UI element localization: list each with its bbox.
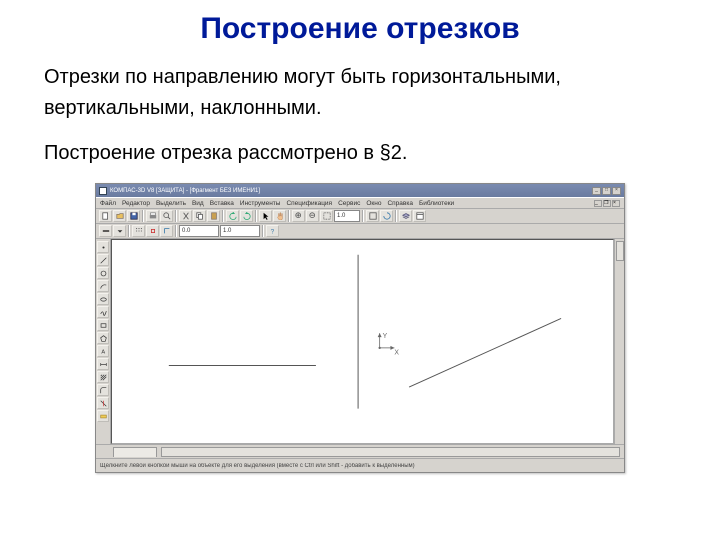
spline-tool-icon[interactable] [97,306,109,318]
copy-icon[interactable] [193,210,206,222]
line-style-icon[interactable] [99,225,112,237]
segment-diagonal [409,318,561,387]
app-icon [99,187,107,195]
doc-minimize-button[interactable]: _ [594,200,602,207]
status-text: Щелкните левой кнопкой мыши на объекте д… [100,463,415,469]
app-title: КОМПАС-3D V8 [ЗАЩИТА] - [Фрагмент БЕЗ ИМ… [110,188,260,194]
menu-tools[interactable]: Инструменты [240,200,281,207]
cut-icon[interactable] [179,210,192,222]
slide-title: Построение отрезков [44,12,676,46]
drawing-canvas[interactable]: Y X [111,239,614,444]
menu-libs[interactable]: Библиотеки [419,200,454,207]
hatch-tool-icon[interactable] [97,371,109,383]
snap-grid-icon[interactable] [132,225,145,237]
cad-app-window: КОМПАС-3D V8 [ЗАЩИТА] - [Фрагмент БЕЗ ИМ… [95,183,625,473]
menu-window[interactable]: Окно [366,200,381,207]
cursor-icon[interactable] [259,210,272,222]
vertical-scroll-thumb[interactable] [616,241,624,261]
toolbar-row-1: 1.0 [96,209,624,224]
sheet-tab[interactable] [113,447,157,457]
print-icon[interactable] [146,210,159,222]
maximize-button[interactable]: □ [602,187,611,195]
menu-view[interactable]: Вид [192,200,204,207]
fit-icon[interactable] [366,210,379,222]
help-icon[interactable]: ? [266,225,279,237]
redo-icon[interactable] [240,210,253,222]
open-file-icon[interactable] [113,210,126,222]
undo-icon[interactable] [226,210,239,222]
bottom-bar [96,444,624,458]
menu-select[interactable]: Выделить [156,200,186,207]
arc-tool-icon[interactable] [97,280,109,292]
doc-restore-button[interactable]: ❐ [603,200,611,207]
layers-icon[interactable] [399,210,412,222]
line-tool-icon[interactable] [97,254,109,266]
text-tool-icon[interactable]: A [97,345,109,357]
paragraph-1: Отрезки по направлению могут быть горизо… [44,62,676,124]
polygon-tool-icon[interactable] [97,332,109,344]
axis-x-label: X [394,350,399,357]
hand-icon[interactable] [273,210,286,222]
rect-tool-icon[interactable] [97,319,109,331]
close-button[interactable]: × [612,187,621,195]
new-file-icon[interactable] [99,210,112,222]
menu-edit[interactable]: Редактор [122,200,150,207]
zoom-field[interactable]: 1.0 [334,210,360,222]
canvas-svg: Y X [112,240,613,443]
svg-text:?: ? [270,228,274,235]
properties-icon[interactable] [413,210,426,222]
ellipse-tool-icon[interactable] [97,293,109,305]
menu-insert[interactable]: Вставка [210,200,234,207]
horizontal-scrollbar[interactable] [161,447,620,457]
menu-file[interactable]: Файл [100,200,116,207]
dim-tool-icon[interactable] [97,358,109,370]
svg-text:A: A [101,349,105,354]
ortho-icon[interactable] [160,225,173,237]
zoom-in-icon[interactable] [292,210,305,222]
circle-tool-icon[interactable] [97,267,109,279]
coord-field-2[interactable]: 1.0 [220,225,260,237]
app-menubar: Файл Редактор Выделить Вид Вставка Инстр… [96,197,624,209]
zoom-window-icon[interactable] [320,210,333,222]
snap-end-icon[interactable] [146,225,159,237]
paste-icon[interactable] [207,210,220,222]
coord-field-1[interactable]: 0.0 [179,225,219,237]
app-titlebar: КОМПАС-3D V8 [ЗАЩИТА] - [Фрагмент БЕЗ ИМ… [96,184,624,197]
trim-tool-icon[interactable] [97,397,109,409]
zoom-out-icon[interactable] [306,210,319,222]
vertical-scrollbar[interactable] [614,239,624,444]
menu-service[interactable]: Сервис [338,200,360,207]
paragraph-2: Построение отрезка рассмотрено в §2. [44,138,676,169]
minimize-button[interactable]: _ [592,187,601,195]
menu-spec[interactable]: Спецификация [286,200,332,207]
point-tool-icon[interactable] [97,241,109,253]
preview-icon[interactable] [160,210,173,222]
save-icon[interactable] [127,210,140,222]
refresh-icon[interactable] [380,210,393,222]
status-bar: Щелкните левой кнопкой мыши на объекте д… [96,458,624,472]
measure-tool-icon[interactable] [97,410,109,422]
axis-y-label: Y [383,333,388,340]
side-toolbar: A [96,239,111,444]
toolbar-row-2: 0.0 1.0 ? [96,224,624,239]
menu-help[interactable]: Справка [387,200,413,207]
origin-marker: Y X [378,333,400,357]
fillet-tool-icon[interactable] [97,384,109,396]
line-style-dropdown-icon[interactable] [113,225,126,237]
doc-close-button[interactable]: × [612,200,620,207]
